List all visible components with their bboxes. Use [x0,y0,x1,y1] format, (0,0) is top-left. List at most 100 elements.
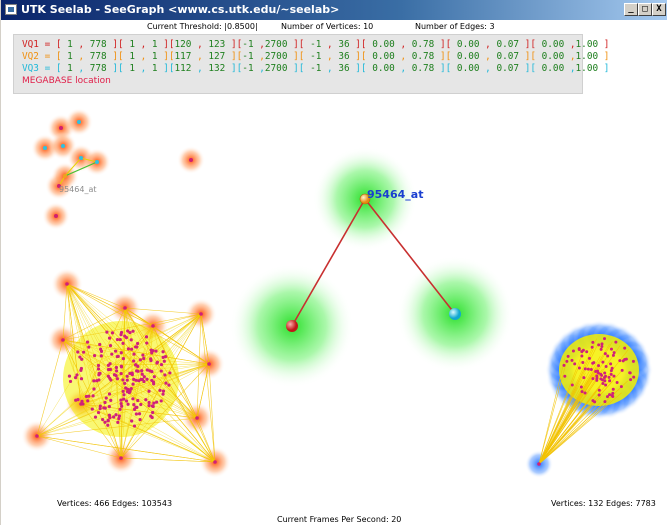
title-bar[interactable]: UTK Seelab - SeeGraph <www.cs.utk.edu/~s… [1,0,667,20]
query-range: [ 0.00 ,1.00 ] [530,39,610,50]
graph-vertex [142,379,146,384]
graph-vertex [54,214,58,218]
graph-edge [119,325,154,383]
close-button[interactable]: X [652,3,666,16]
graph-edge [66,283,98,387]
graph-edge [80,403,122,459]
graph-vertex [79,156,83,160]
graph-edge [196,417,216,463]
graph-vertex [600,342,604,346]
graph-edge [538,357,566,465]
window-controls: _ □ X [624,3,666,16]
graph-vertex [601,382,605,386]
graph-vertex [90,407,94,411]
edge-layer [36,157,629,465]
graph-vertex [128,371,132,376]
graph-edge [80,401,113,405]
maximize-button[interactable]: □ [638,3,652,16]
query-range: [ -1 , 36 ] [298,63,361,74]
minimize-button[interactable]: _ [624,3,638,16]
graph-edge [66,283,126,309]
graph-edge [137,363,210,403]
graph-vertex [207,362,211,366]
graph-edge [165,369,198,419]
graph-edge [200,313,216,463]
graph-edge [64,161,98,177]
graph-vertex [77,120,81,124]
graph-vertex [132,377,136,381]
graph-vertex [108,416,112,420]
graph-vertex [128,331,132,335]
info-bar: Current Threshold: |0.8500| Number of Ve… [1,20,667,32]
graph-vertex [43,146,47,150]
graph-vertex [144,398,148,402]
graph-vertex [573,362,577,366]
graph-vertex [587,356,591,360]
graph-vertex [142,375,146,379]
graph-vertex [140,369,144,373]
graph-edge [538,360,568,465]
graph-vertex [119,364,123,368]
graph-edge [36,435,122,459]
graph-vertex [164,381,168,385]
graph-edge [538,348,585,465]
graph-vertex [624,357,628,361]
query-range: [ 1 , 1 ] [118,63,169,74]
graph-edge [66,283,151,354]
query-row-vq3[interactable]: VQ3 = [ 1 , 778 ][ 1 , 1 ][112 , 132 ][-… [22,63,609,75]
graph-canvas[interactable]: 95464_at 95464_at Vertices: 466 Edges: 1… [1,96,667,516]
graph-edge [62,339,129,381]
graph-vertex [125,378,129,382]
graph-edge [66,283,210,365]
graph-edge [200,313,210,365]
graph-vertex [125,390,130,394]
graph-edge [66,283,112,380]
graph-view[interactable] [1,96,667,516]
node-layer [35,120,636,466]
graph-vertex [101,417,105,422]
graph-edge [538,401,601,465]
graph-edge [62,307,126,341]
query-row-vq1[interactable]: VQ1 = [ 1 , 778 ][ 1 , 1 ][120 , 123 ][-… [22,39,609,51]
graph-vertex [65,282,69,286]
query-range: [ 1 , 1 ] [118,51,169,62]
query-vertex-vq3 [449,308,461,320]
graph-vertex [131,382,135,386]
query-range: [-1 ,2700 ] [236,63,299,74]
graph-vertex [592,361,596,365]
graph-edge [538,366,586,465]
graph-vertex [599,347,603,351]
graph-vertex [120,404,124,408]
graph-vertex [618,359,622,363]
query-label: VQ1 = [22,39,56,50]
graph-vertex [130,373,134,377]
graph-vertex [151,324,155,328]
graph-vertex [604,383,608,387]
graph-edge [120,409,123,459]
graph-vertex [608,379,612,383]
graph-vertex [106,367,111,372]
graph-vertex [96,363,101,368]
graph-vertex [605,395,609,399]
graph-vertex [151,380,156,384]
graph-vertex [601,360,605,364]
graph-edge [95,408,216,463]
query-row-vq2[interactable]: VQ2 = [ 1 , 778 ][ 1 , 1 ][117 , 127 ][-… [22,51,609,63]
graph-edge [66,283,198,419]
graph-vertex [149,358,153,363]
graph-vertex [35,434,39,438]
graph-vertex [195,416,199,420]
window-title: UTK Seelab - SeeGraph <www.cs.utk.edu/~s… [21,3,340,16]
query-label: VQ2 = [22,51,56,62]
graph-vertex [595,378,599,382]
graph-vertex [159,399,163,403]
graph-vertex [61,338,65,342]
graph-edge [120,347,145,459]
graph-vertex [603,400,607,404]
graph-edge [36,371,111,437]
graph-vertex [147,400,151,405]
graph-vertex [103,420,107,424]
graph-vertex [610,366,614,370]
graph-edge [66,283,75,372]
graph-edge [538,386,601,465]
